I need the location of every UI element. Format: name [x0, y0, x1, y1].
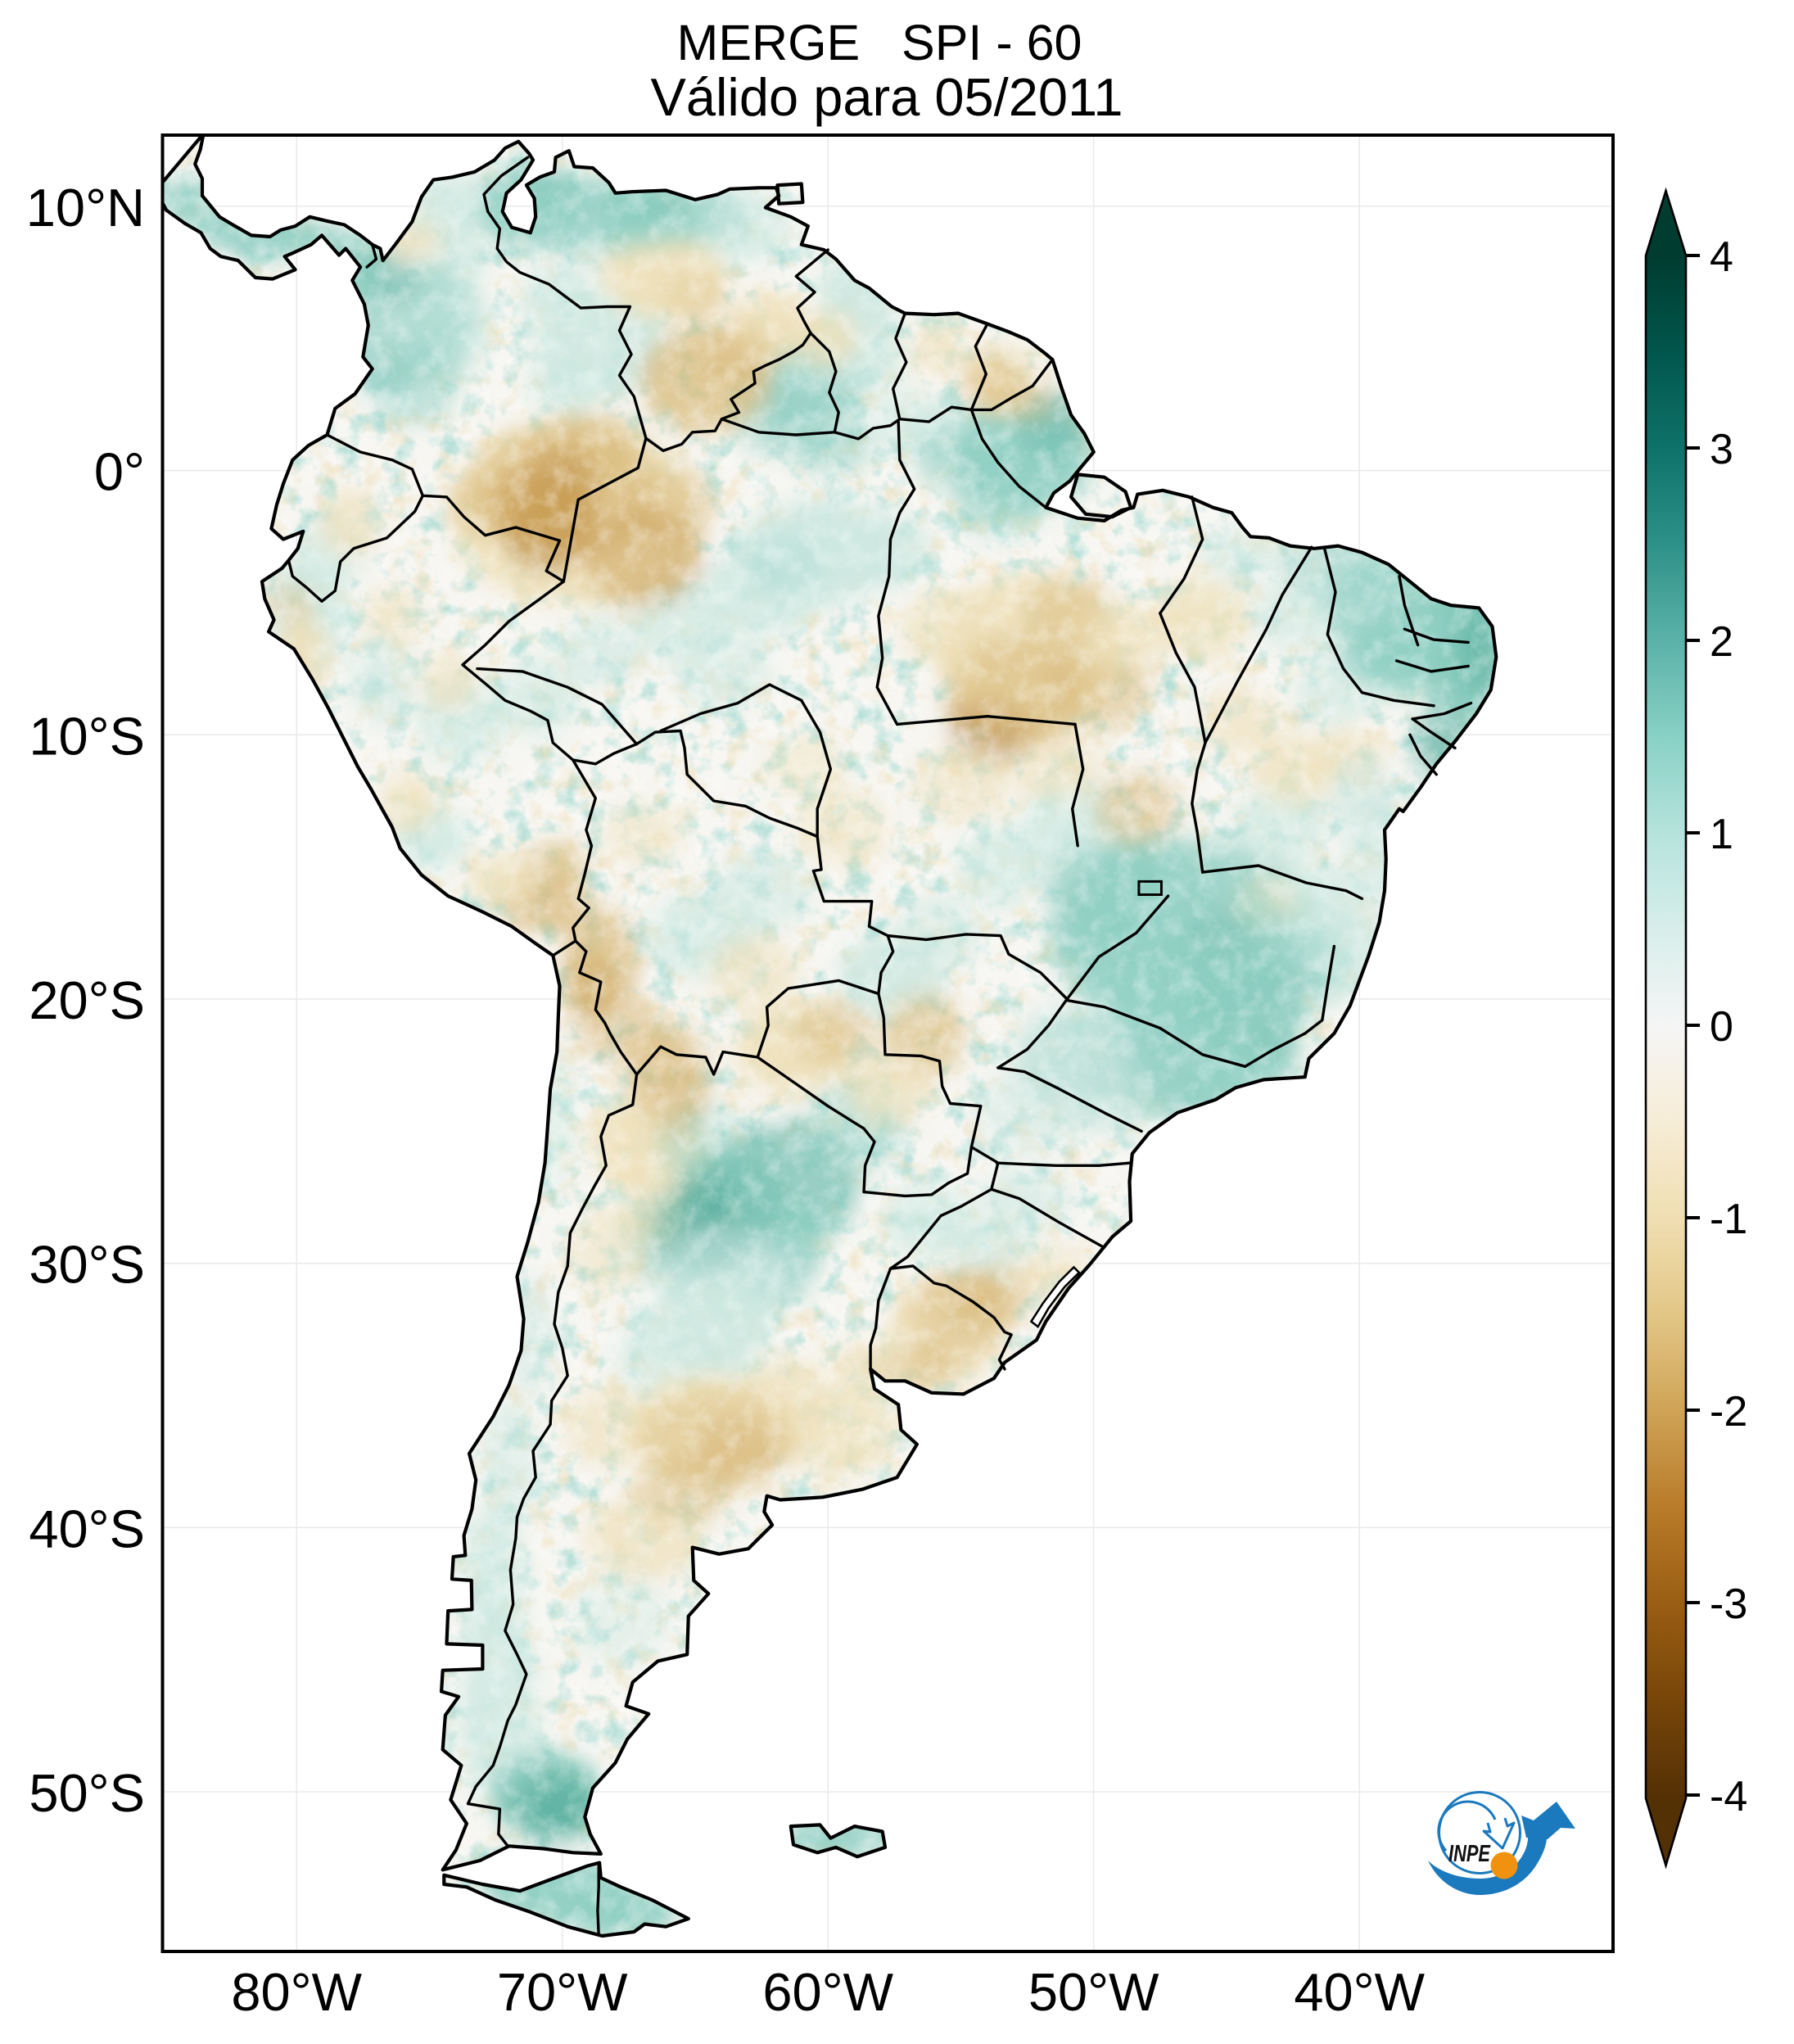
svg-text:20°S: 20°S: [29, 970, 145, 1030]
svg-text:MERGE SPI - 60: MERGE SPI - 60: [677, 15, 1082, 70]
svg-text:0°: 0°: [94, 442, 145, 502]
svg-text:3: 3: [1710, 426, 1733, 473]
svg-text:50°W: 50°W: [1028, 1962, 1159, 2022]
svg-text:INPE: INPE: [1448, 1841, 1491, 1867]
svg-text:60°W: 60°W: [762, 1962, 893, 2022]
svg-text:2: 2: [1710, 618, 1733, 666]
svg-text:10°N: 10°N: [26, 178, 145, 237]
svg-text:70°W: 70°W: [497, 1962, 628, 2022]
svg-text:80°W: 80°W: [231, 1962, 362, 2022]
svg-text:-2: -2: [1710, 1388, 1747, 1436]
svg-text:-3: -3: [1710, 1580, 1747, 1628]
svg-text:40°S: 40°S: [29, 1499, 145, 1558]
svg-text:10°S: 10°S: [29, 706, 145, 766]
svg-text:-4: -4: [1710, 1773, 1747, 1820]
svg-text:40°W: 40°W: [1294, 1962, 1425, 2022]
svg-text:4: 4: [1710, 233, 1733, 281]
svg-text:50°S: 50°S: [29, 1763, 145, 1823]
svg-text:1: 1: [1710, 811, 1733, 858]
svg-text:-1: -1: [1710, 1196, 1747, 1243]
svg-text:Válido para 05/2011: Válido para 05/2011: [650, 67, 1123, 127]
svg-text:0: 0: [1710, 1003, 1733, 1051]
svg-text:30°S: 30°S: [29, 1235, 145, 1295]
